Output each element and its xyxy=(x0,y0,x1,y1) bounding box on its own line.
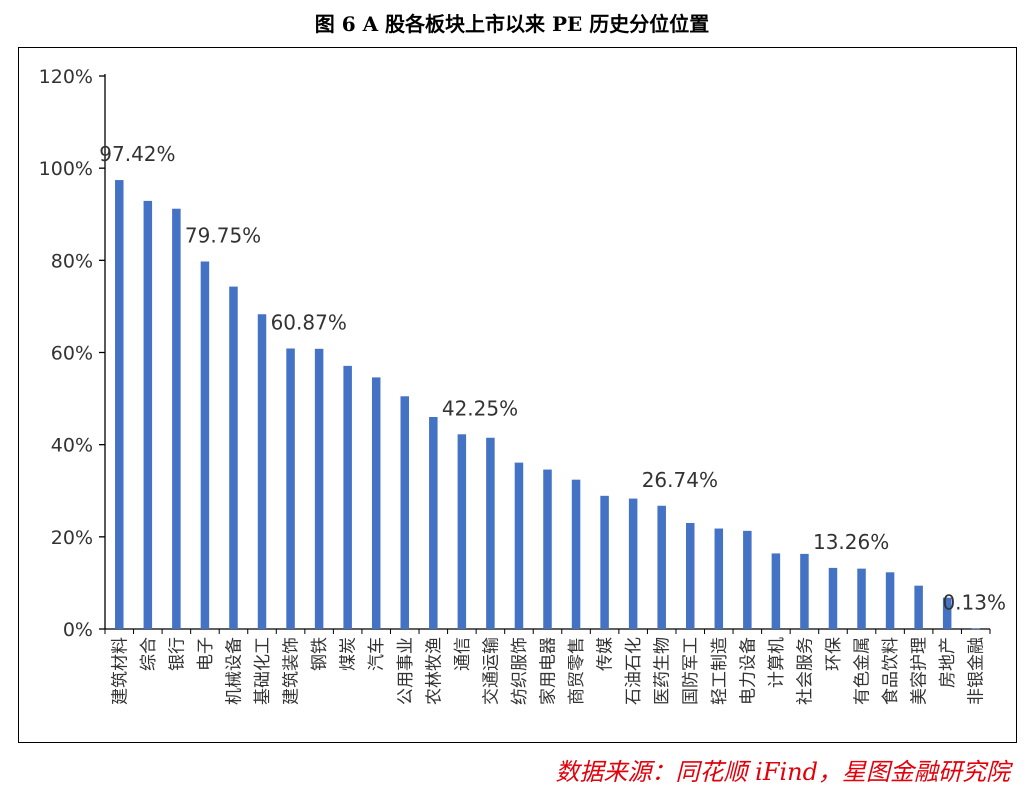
x-category-label: 医药生物 xyxy=(653,637,673,705)
bar xyxy=(828,567,838,629)
bar xyxy=(229,286,238,629)
x-category-label: 家用电器 xyxy=(539,637,559,705)
x-category-label: 环保 xyxy=(824,637,844,671)
x-category-label: 计算机 xyxy=(767,637,787,688)
data-label: 13.26% xyxy=(813,530,889,554)
bar xyxy=(857,568,866,629)
x-category-label: 农林牧渔 xyxy=(424,637,444,705)
bar xyxy=(172,208,181,629)
x-category-label: 建筑材料 xyxy=(110,637,130,705)
x-category-label: 食品饮料 xyxy=(881,637,901,705)
x-category-label: 非银金融 xyxy=(967,637,987,705)
x-category-label: 纺织服饰 xyxy=(510,637,530,705)
bar xyxy=(771,553,781,629)
x-category-label: 国防军工 xyxy=(681,637,701,705)
bar xyxy=(429,417,438,629)
x-category-label: 电力设备 xyxy=(738,637,758,705)
data-label: 97.42% xyxy=(99,142,175,166)
bar xyxy=(571,479,581,629)
x-category-label: 建筑装饰 xyxy=(282,637,302,705)
bar xyxy=(371,377,381,629)
bar xyxy=(942,597,952,629)
bar xyxy=(514,462,524,629)
x-category-label: 通信 xyxy=(453,637,473,671)
x-category-label: 商贸零售 xyxy=(567,637,587,705)
bar xyxy=(885,572,895,629)
x-category-label: 煤炭 xyxy=(339,637,359,671)
bar xyxy=(628,498,638,629)
bar xyxy=(714,528,724,629)
y-tick-label: 60% xyxy=(51,343,93,365)
y-tick-label: 0% xyxy=(63,619,93,641)
x-category-label: 汽车 xyxy=(367,637,387,671)
figure-title: 图 6 A 股各板块上市以来 PE 历史分位位置 xyxy=(314,12,710,36)
bar xyxy=(200,261,210,629)
bar xyxy=(343,365,352,629)
bar xyxy=(800,553,809,629)
bar xyxy=(257,314,267,629)
data-label: 26.74% xyxy=(642,468,718,492)
bar xyxy=(971,628,980,630)
x-category-label: 有色金属 xyxy=(853,637,873,705)
bar xyxy=(685,523,695,629)
x-category-label: 钢铁 xyxy=(310,637,330,671)
bar xyxy=(143,200,153,629)
data-label: 60.87% xyxy=(271,310,347,334)
x-category-label: 电子 xyxy=(196,637,216,671)
bar xyxy=(115,180,124,630)
y-tick-label: 120% xyxy=(39,66,93,88)
bar xyxy=(743,530,752,629)
bar xyxy=(914,585,923,629)
x-category-label: 综合 xyxy=(139,637,159,671)
bar xyxy=(457,434,467,629)
bar xyxy=(657,505,666,629)
y-tick-label: 100% xyxy=(39,158,93,180)
bar xyxy=(400,396,410,629)
x-category-label: 美容护理 xyxy=(910,637,930,705)
source-note: 数据来源：同花顺 iFind，星图金融研究院 xyxy=(555,758,1010,786)
x-category-label: 传媒 xyxy=(596,637,616,671)
chart-frame xyxy=(18,47,1017,743)
y-tick-label: 40% xyxy=(51,435,93,457)
x-category-label: 轻工制造 xyxy=(710,637,730,705)
x-category-label: 基础化工 xyxy=(253,637,273,705)
x-category-label: 石油石化 xyxy=(624,637,644,705)
x-category-label: 社会服务 xyxy=(795,637,815,705)
bar xyxy=(286,348,295,629)
bar xyxy=(600,495,609,629)
data-label: 42.25% xyxy=(442,396,518,420)
y-tick-label: 80% xyxy=(51,250,93,272)
x-category-label: 房地产 xyxy=(938,637,958,688)
data-label: 79.75% xyxy=(185,223,261,247)
bar xyxy=(486,437,495,629)
x-category-label: 公用事业 xyxy=(396,637,416,705)
x-category-label: 交通运输 xyxy=(481,637,501,705)
x-category-label: 机械设备 xyxy=(224,637,244,705)
data-label: 0.13% xyxy=(942,590,1006,614)
x-category-label: 银行 xyxy=(167,637,187,671)
y-tick-label: 20% xyxy=(51,527,93,549)
bar xyxy=(543,469,552,629)
bar xyxy=(314,348,324,629)
